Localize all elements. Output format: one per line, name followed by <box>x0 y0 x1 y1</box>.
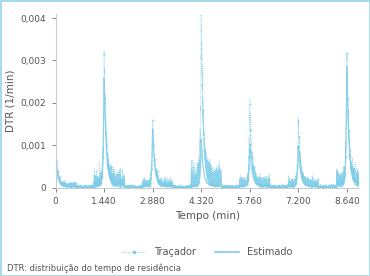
Legend: Traçador, Estimado: Traçador, Estimado <box>118 243 296 261</box>
X-axis label: Tempo (min): Tempo (min) <box>175 211 240 221</box>
Y-axis label: DTR (1/min): DTR (1/min) <box>5 70 15 132</box>
Text: DTR: distribuição do tempo de residência: DTR: distribuição do tempo de residência <box>7 264 181 273</box>
